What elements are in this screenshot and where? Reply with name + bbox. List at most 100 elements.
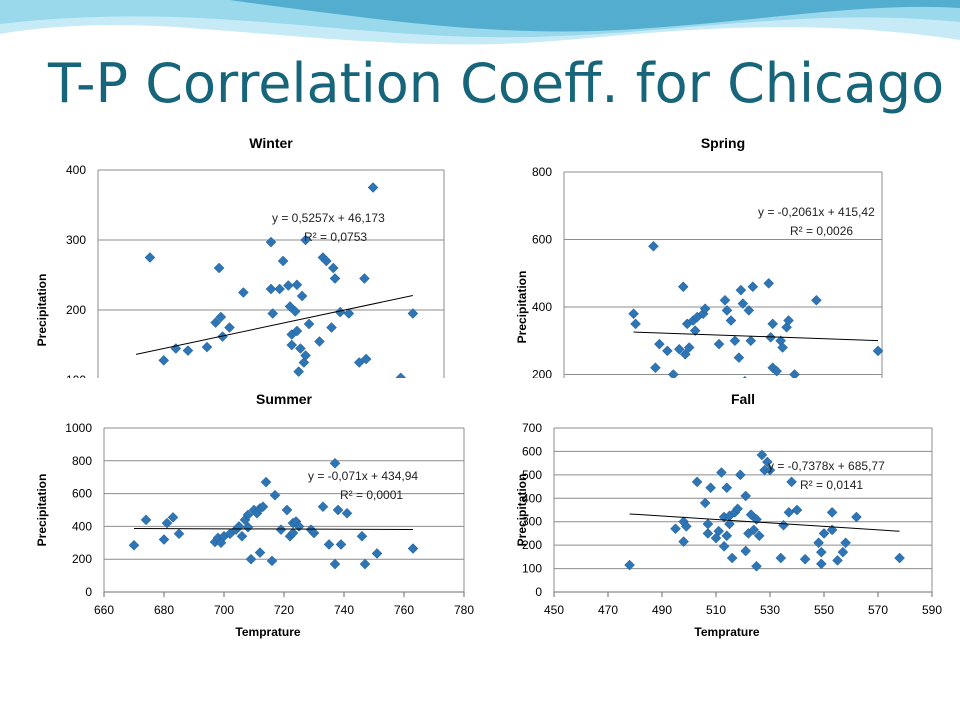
data-point-diamond (740, 545, 752, 557)
data-point-diamond (799, 553, 811, 565)
data-point-diamond (291, 279, 303, 291)
data-point-diamond (237, 287, 249, 298)
chart-title: Spring (701, 135, 745, 151)
data-point-diamond (274, 283, 286, 295)
chart-spring: Spring0200400600800400450500550Tempratur… (480, 128, 960, 378)
data-point-diamond (832, 555, 843, 566)
data-point-diamond (260, 476, 272, 488)
data-point-diamond (689, 325, 701, 336)
data-point-diamond (753, 530, 765, 542)
x-tick-label: 680 (154, 603, 174, 617)
data-point-diamond (224, 322, 235, 333)
data-point-diamond (786, 476, 797, 488)
data-point-diamond (764, 464, 776, 476)
trendline (629, 513, 900, 532)
data-point-diamond (158, 534, 170, 545)
x-tick-label: 700 (214, 603, 234, 617)
y-tick-label: 400 (66, 163, 86, 177)
r-squared-label: R² = 0,0001 (340, 488, 403, 502)
data-point-diamond (395, 372, 407, 378)
y-tick-label: 500 (522, 468, 542, 482)
data-point-diamond (329, 273, 341, 284)
trendline-equation: y = -0,2061x + 415,42 (758, 205, 875, 219)
data-point-diamond (815, 558, 827, 570)
y-tick-label: 400 (532, 300, 552, 314)
data-point-diamond (269, 489, 281, 501)
data-point-diamond (837, 546, 849, 558)
y-tick-label: 700 (522, 421, 542, 435)
y-tick-label: 1000 (65, 421, 92, 435)
data-point-diamond (254, 547, 266, 558)
data-point-diamond (317, 501, 329, 513)
data-point-diamond (650, 362, 661, 374)
data-point-diamond (128, 539, 140, 551)
data-point-diamond (767, 362, 779, 374)
data-point-diamond (308, 527, 320, 539)
data-point-diamond (716, 467, 727, 478)
data-point-diamond (343, 308, 355, 319)
data-point-diamond (751, 560, 762, 572)
data-point-diamond (735, 284, 747, 296)
data-point-diamond (745, 335, 757, 347)
data-point-diamond (213, 262, 225, 274)
data-point-diamond (356, 530, 368, 542)
data-point-diamond (407, 543, 419, 554)
data-point-diamond (783, 315, 794, 326)
x-tick-label: 740 (334, 603, 354, 617)
data-point-diamond (360, 353, 372, 365)
r-squared-label: R² = 0,0026 (790, 224, 853, 238)
data-point-diamond (748, 524, 760, 536)
y-axis-title: Precipitation (35, 274, 49, 347)
data-point-diamond (710, 532, 722, 544)
scatter-plot-spring: Spring0200400600800400450500550Tempratur… (515, 135, 884, 379)
data-point-diamond (624, 559, 635, 571)
y-tick-label: 200 (532, 368, 552, 379)
data-point-diamond (654, 338, 665, 350)
data-point-diamond (332, 504, 344, 516)
data-point-diamond (286, 339, 298, 351)
data-point-diamond (737, 298, 749, 309)
data-point-diamond (721, 530, 733, 542)
data-point-diamond (818, 528, 830, 539)
trendline (135, 295, 413, 355)
data-point-diamond (275, 524, 287, 536)
data-point-diamond (767, 318, 779, 330)
data-point-diamond (789, 369, 800, 378)
data-point-diamond (718, 540, 730, 552)
data-point-diamond (756, 449, 768, 461)
data-point-diamond (713, 338, 725, 350)
trendline-equation: y = -0,7378x + 685,77 (768, 459, 885, 473)
x-tick-label: 660 (94, 603, 114, 617)
data-point-diamond (329, 558, 341, 570)
data-point-diamond (677, 281, 689, 293)
data-point-diamond (791, 504, 803, 516)
y-tick-label: 300 (66, 233, 86, 247)
data-point-diamond (295, 343, 306, 354)
data-point-diamond (729, 335, 741, 347)
data-point-diamond (245, 553, 257, 565)
data-point-diamond (296, 290, 308, 302)
data-point-diamond (300, 350, 311, 361)
data-point-diamond (201, 341, 213, 353)
data-point-diamond (173, 528, 185, 540)
y-tick-label: 100 (66, 373, 86, 378)
x-tick-label: 530 (760, 603, 780, 617)
data-point-diamond (267, 308, 279, 319)
data-point-diamond (265, 283, 277, 295)
data-point-diamond (775, 552, 787, 564)
y-axis-title: Precipitation (515, 271, 529, 344)
data-point-diamond (745, 509, 757, 521)
chart-title: Winter (249, 135, 293, 151)
chart-summer: Summer 0 200 400 600 800 1000 660 680 700 720 740 76… (0, 384, 480, 640)
data-point-diamond (140, 514, 152, 526)
y-axis-title: Precipitation (35, 474, 49, 547)
data-point-diamond (771, 365, 783, 377)
wave-highlight (0, 37, 960, 56)
x-axis-title: Temprature (235, 625, 300, 639)
x-tick-label: 720 (274, 603, 294, 617)
data-point-diamond (683, 342, 695, 353)
x-tick-label: 490 (652, 603, 672, 617)
data-point-diamond (726, 552, 738, 564)
data-point-diamond (747, 281, 759, 293)
